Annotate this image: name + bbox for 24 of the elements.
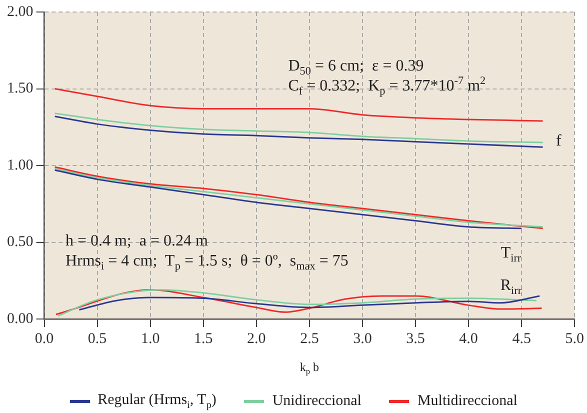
x-tick-label: 3.5	[406, 330, 425, 347]
y-tick-label: 0.00	[7, 310, 34, 327]
y-tick-label: 1.00	[7, 157, 34, 174]
legend-label: Unidireccional	[272, 393, 362, 410]
y-tick-label: 1.50	[7, 80, 34, 97]
annotation: h = 0.4 m; a = 0.24 m	[65, 232, 209, 250]
y-tick-label: 2.00	[7, 4, 34, 20]
line-series	[54, 116, 544, 148]
x-tick-label: 5.0	[565, 330, 584, 347]
x-tick-label: 0.0	[34, 330, 54, 347]
legend-label: Multidireccional	[417, 393, 518, 410]
x-tick-label: 2.0	[247, 330, 266, 347]
x-tick-label: 4.0	[459, 330, 478, 347]
annotation: f	[556, 132, 562, 150]
line-series	[54, 112, 544, 144]
legend-label: Regular (Hrms$_{i}$, T$_{p}$)	[98, 392, 216, 411]
x-tick-label: 2.5	[300, 330, 319, 347]
y-tick-label: 0.50	[7, 234, 34, 250]
x-tick-label: 3.0	[353, 330, 372, 347]
x-tick-label: 1.5	[194, 330, 213, 347]
x-tick-label: 1.0	[140, 330, 160, 347]
x-tick-label: 0.5	[88, 330, 107, 347]
line-series	[78, 295, 540, 311]
x-tick-label: 4.5	[512, 330, 531, 347]
